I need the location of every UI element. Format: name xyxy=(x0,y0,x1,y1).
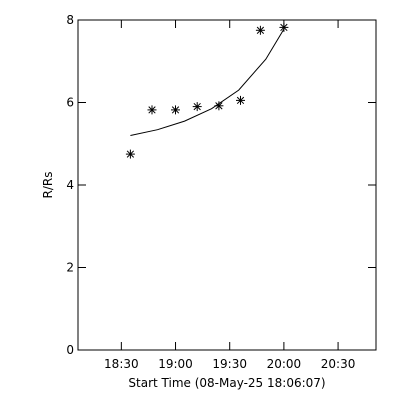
data-point xyxy=(125,149,135,159)
data-point xyxy=(214,101,224,111)
y-axis-ticks: 0 2 4 6 8 xyxy=(66,13,376,357)
plot-frame xyxy=(77,19,377,351)
y-axis-label: R/Rs xyxy=(41,172,55,199)
y-tick-label: 8 xyxy=(66,13,74,27)
data-point xyxy=(192,102,202,112)
x-tick-label: 19:00 xyxy=(158,357,193,371)
data-point xyxy=(171,105,180,115)
y-tick-label: 2 xyxy=(66,261,74,275)
series-layer xyxy=(125,22,289,159)
y-tick-label: 6 xyxy=(66,96,74,110)
data-point xyxy=(279,22,289,32)
y-tick-label: 4 xyxy=(66,178,74,192)
x-tick-label: 20:30 xyxy=(321,357,356,371)
data-point xyxy=(147,105,157,115)
x-axis-ticks: 18:30 19:00 19:30 20:00 20:30 xyxy=(104,20,355,371)
x-tick-label: 20:00 xyxy=(267,357,302,371)
x-axis-label: Start Time (08-May-25 18:06:07) xyxy=(128,376,325,390)
x-tick-label: 18:30 xyxy=(104,357,139,371)
data-point xyxy=(236,95,245,105)
y-tick-label: 0 xyxy=(66,343,74,357)
x-tick-label: 19:30 xyxy=(212,357,247,371)
fit-curve xyxy=(130,28,285,136)
data-point xyxy=(255,25,265,35)
